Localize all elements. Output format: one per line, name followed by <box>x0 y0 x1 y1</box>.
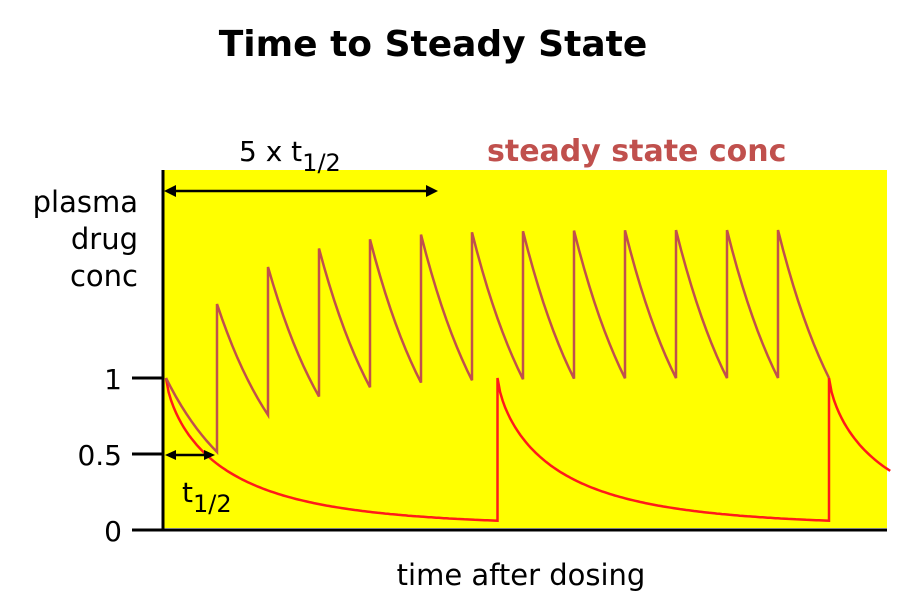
page-title: Time to Steady State <box>218 24 648 65</box>
ytick-label-0.5: 0.5 <box>77 439 122 472</box>
half-life-arrowhead-right <box>204 450 215 460</box>
x-axis-label: time after dosing <box>397 558 646 592</box>
five-half-lives-arrowhead-right <box>426 185 438 197</box>
ytick-label-0: 0 <box>104 515 122 548</box>
steady-state-label: steady state conc <box>487 134 786 169</box>
five-half-lives-arrowhead-left <box>164 185 176 197</box>
repeated-dose-curve <box>164 229 831 456</box>
ytick-label-1: 1 <box>104 363 122 396</box>
y-axis-label-line-3: conc <box>70 259 138 293</box>
single-dose-curve <box>164 377 891 523</box>
plot-background <box>163 170 887 528</box>
half-life-label: t1/2 <box>182 476 232 518</box>
y-axis-label-line-2: drug <box>71 222 138 256</box>
five-half-lives-label: 5 x t1/2 <box>239 135 341 177</box>
y-axis-label-line-1: plasma <box>33 185 138 219</box>
curves <box>164 229 891 523</box>
half-life-arrowhead-left <box>165 450 176 460</box>
